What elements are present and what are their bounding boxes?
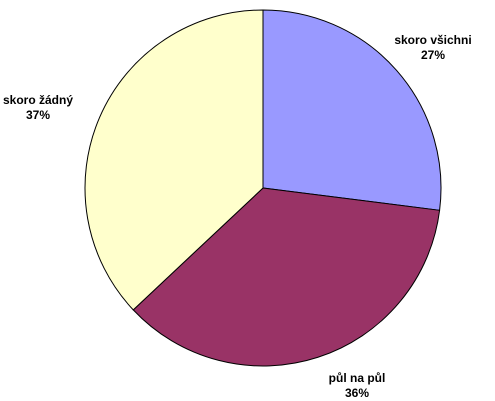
pie-slice-3 [84,9,264,311]
slice-percent-label: 27% [421,48,445,62]
pie-slice-2 [132,187,441,367]
slice-category-label: půl na půl [329,371,386,385]
slice-percent-label: 36% [345,386,369,400]
slice-percent-label: 37% [26,108,50,122]
pie-slices [84,9,442,367]
slice-category-label: skoro žádný [3,93,73,107]
slice-category-label: skoro všichni [394,33,471,47]
pie-slice-1 [262,9,442,211]
